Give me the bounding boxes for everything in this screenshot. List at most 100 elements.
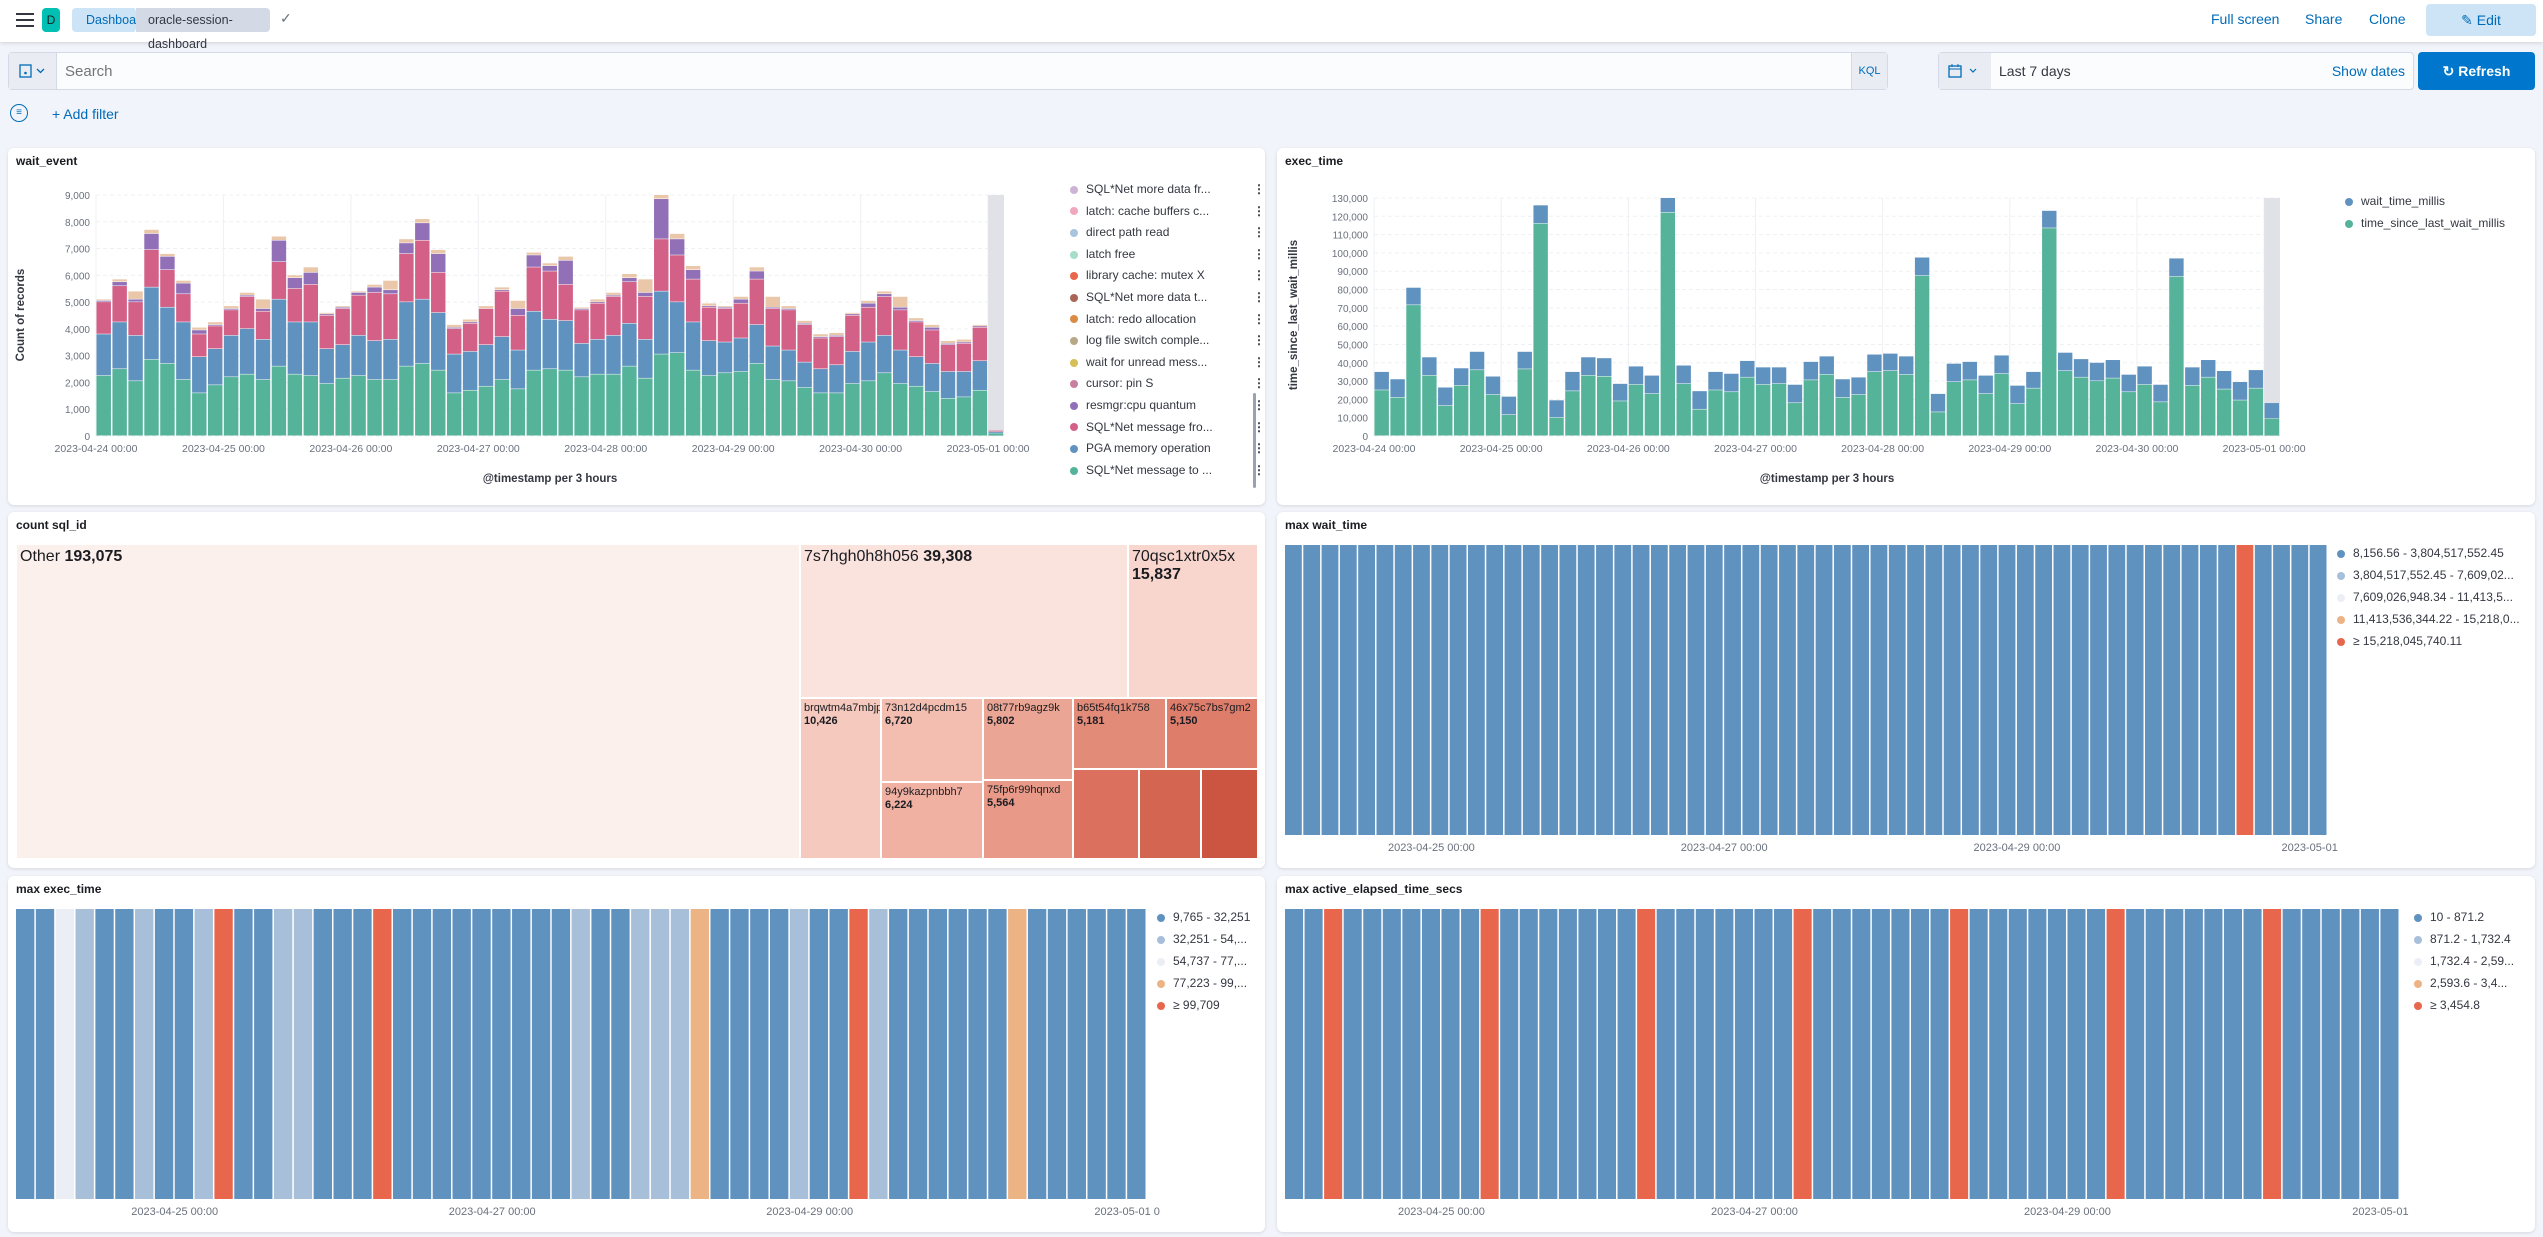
legend-item[interactable]: latch: redo allocation (1070, 312, 1196, 326)
add-filter-link[interactable]: + Add filter (52, 106, 119, 122)
show-dates-link[interactable]: Show dates (2331, 63, 2405, 79)
treemap-cell[interactable]: 08t77rb9agz9k 5,802 (983, 698, 1073, 780)
time-range[interactable]: Last 7 days (1999, 63, 2071, 79)
legend-item[interactable]: 77,223 - 99,... (1157, 976, 1247, 990)
panel-max-active-elapsed: max active_elapsed_time_secs 2023-04-25 … (1277, 876, 2535, 1232)
menu-icon[interactable] (16, 13, 34, 27)
legend-options-icon[interactable]: ⋮ (1253, 182, 1265, 196)
legend-item[interactable]: 3,804,517,552.45 - 7,609,02... (2337, 568, 2514, 582)
date-quick-menu[interactable] (1939, 53, 1991, 89)
legend-item[interactable]: PGA memory operation (1070, 441, 1211, 455)
bar-segment (1899, 374, 1914, 436)
heatmap-cell (2035, 545, 2053, 835)
heatmap-cell (2008, 909, 2027, 1199)
treemap-cell[interactable] (1073, 769, 1139, 859)
bar-segment (478, 306, 494, 309)
legend-options-icon[interactable]: ⋮ (1253, 419, 1265, 434)
legend-item[interactable]: SQL*Net message fro... (1070, 420, 1213, 434)
bar-segment (223, 377, 239, 436)
legend-item[interactable]: log file switch comple... (1070, 333, 1209, 347)
legend-options-icon[interactable]: ⋮ (1253, 290, 1265, 304)
legend-item[interactable]: direct path read (1070, 225, 1169, 239)
legend-options-icon[interactable]: ⋮ (1253, 203, 1265, 218)
legend-item[interactable]: ≥ 15,218,045,740.11 (2337, 634, 2462, 648)
legend-item[interactable]: 8,156.56 - 3,804,517,552.45 (2337, 546, 2504, 560)
heatmap-cell (1500, 909, 1519, 1199)
treemap-cell[interactable]: 70qsc1xtr0x5x 15,837 (1128, 544, 1258, 698)
legend-options-icon[interactable]: ⋮ (1253, 333, 1265, 348)
legend-options-icon[interactable]: ⋮ (1253, 246, 1265, 261)
date-picker: Last 7 days Show dates (1938, 52, 2414, 90)
legend-item[interactable]: SQL*Net more data fr... (1070, 182, 1211, 196)
bar-segment (462, 390, 478, 436)
legend-options-icon[interactable]: ⋮ (1253, 376, 1265, 391)
legend-item[interactable]: 9,765 - 32,251 (1157, 910, 1250, 924)
legend-item[interactable]: wait for unread mess... (1070, 355, 1207, 369)
legend-options-icon[interactable]: ⋮ (1253, 354, 1265, 369)
x-axis-title: @timestamp per 3 hours (483, 473, 618, 485)
search-input[interactable] (65, 59, 1825, 83)
legend-item[interactable]: 11,413,536,344.22 - 15,218,0... (2337, 612, 2520, 626)
legend-options-icon[interactable]: ⋮ (1253, 225, 1265, 240)
legend-scrollbar[interactable] (1253, 393, 1256, 488)
legend-item[interactable]: latch: cache buffers c... (1070, 204, 1209, 218)
treemap-cell[interactable]: 7s7hgh0h8h056 39,308 (800, 544, 1128, 698)
treemap-cell[interactable]: brqwtm4a7mbjp 10,426 (800, 698, 881, 859)
legend-item[interactable]: ≥ 3,454.8 (2414, 998, 2480, 1012)
refresh-button[interactable]: ↻ Refresh (2418, 52, 2535, 90)
legend-options-icon[interactable]: ⋮ (1253, 398, 1265, 412)
legend-item[interactable]: 32,251 - 54,... (1157, 932, 1247, 946)
bar-segment (940, 398, 956, 436)
space-avatar[interactable]: D (42, 8, 60, 32)
legend-item[interactable]: time_since_last_wait_millis (2345, 216, 2505, 230)
filter-icon[interactable]: ≡ (10, 104, 28, 122)
legend-item[interactable]: resmgr:cpu quantum (1070, 398, 1196, 412)
bar-segment (2042, 228, 2057, 436)
legend-item[interactable]: library cache: mutex X (1070, 268, 1205, 282)
legend-item[interactable]: 7,609,026,948.34 - 11,413,5... (2337, 590, 2513, 604)
bar-segment (1803, 361, 1819, 380)
legend-item[interactable]: SQL*Net message to ... (1070, 463, 1212, 477)
treemap-cell[interactable] (1201, 769, 1258, 859)
treemap-cell[interactable]: 46x75c7bs7gm2 5,150 (1166, 698, 1258, 769)
bar-segment (829, 332, 844, 336)
legend-options-icon[interactable]: ⋮ (1253, 441, 1265, 456)
bar-segment (701, 340, 717, 376)
bar-segment (574, 308, 589, 310)
legend-options-icon[interactable]: ⋮ (1253, 311, 1265, 326)
bar-segment (351, 335, 366, 376)
bar-segment (351, 375, 366, 436)
treemap-cell[interactable]: 73n12d4pcdm15 6,720 (881, 698, 983, 782)
legend-item[interactable]: 10 - 871.2 (2414, 910, 2484, 924)
kql-toggle[interactable]: KQL (1851, 53, 1887, 89)
x-tick-label: 2023-05-01 00:00 (2223, 443, 2306, 455)
legend-item[interactable]: 871.2 - 1,732.4 (2414, 932, 2511, 946)
legend-item[interactable]: 54,737 - 77,... (1157, 954, 1247, 968)
treemap-cell[interactable] (1139, 769, 1201, 859)
y-tick-label: 90,000 (1337, 267, 1368, 278)
legend-options-icon[interactable]: ⋮ (1253, 268, 1265, 283)
saved-query-button[interactable] (9, 53, 57, 89)
clone-link[interactable]: Clone (2369, 11, 2406, 27)
legend-item[interactable]: ≥ 99,709 (1157, 998, 1220, 1012)
bar-segment (1692, 409, 1707, 436)
legend-item[interactable]: cursor: pin S (1070, 376, 1153, 390)
treemap-cell[interactable]: 94y9kazpnbbh7 6,224 (881, 782, 983, 859)
share-link[interactable]: Share (2305, 11, 2343, 27)
legend-item[interactable]: latch free (1070, 247, 1135, 261)
legend-options-icon[interactable]: ⋮ (1253, 462, 1265, 477)
legend-item[interactable]: 2,593.6 - 3,4... (2414, 976, 2507, 990)
heatmap-cell (1815, 545, 1833, 835)
breadcrumb-dashboard[interactable]: Dashboard (72, 8, 140, 32)
legend-item[interactable]: 1,732.4 - 2,59... (2414, 954, 2514, 968)
treemap-cell[interactable]: 75fp6r99hqnxd 5,564 (983, 780, 1073, 859)
treemap-cell[interactable]: Other 193,075 (16, 544, 800, 859)
legend-label: ≥ 99,709 (1173, 998, 1220, 1012)
cell-value: 5,564 (987, 796, 1015, 809)
edit-button[interactable]: ✎ Edit (2426, 4, 2536, 36)
bar-segment (2264, 418, 2279, 436)
treemap-cell[interactable]: b65t54fq1k758 5,181 (1073, 698, 1166, 769)
full-screen-link[interactable]: Full screen (2211, 11, 2280, 27)
legend-item[interactable]: wait_time_millis (2345, 194, 2445, 208)
legend-item[interactable]: SQL*Net more data t... (1070, 290, 1207, 304)
